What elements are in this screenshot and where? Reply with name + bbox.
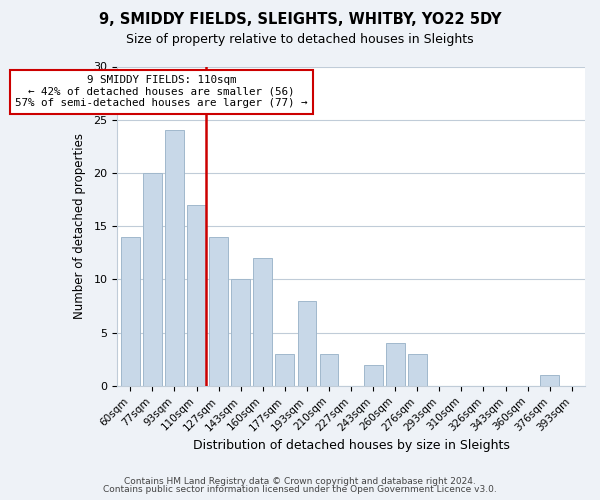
Bar <box>275 354 294 386</box>
Bar <box>143 173 162 386</box>
Text: 9 SMIDDY FIELDS: 110sqm
← 42% of detached houses are smaller (56)
57% of semi-de: 9 SMIDDY FIELDS: 110sqm ← 42% of detache… <box>15 75 308 108</box>
Bar <box>121 237 140 386</box>
Y-axis label: Number of detached properties: Number of detached properties <box>73 133 86 319</box>
Text: Contains HM Land Registry data © Crown copyright and database right 2024.: Contains HM Land Registry data © Crown c… <box>124 478 476 486</box>
Bar <box>386 344 404 386</box>
Bar <box>187 205 206 386</box>
Bar <box>408 354 427 386</box>
X-axis label: Distribution of detached houses by size in Sleights: Distribution of detached houses by size … <box>193 440 509 452</box>
Text: Size of property relative to detached houses in Sleights: Size of property relative to detached ho… <box>126 32 474 46</box>
Bar <box>320 354 338 386</box>
Text: 9, SMIDDY FIELDS, SLEIGHTS, WHITBY, YO22 5DY: 9, SMIDDY FIELDS, SLEIGHTS, WHITBY, YO22… <box>99 12 501 28</box>
Bar <box>209 237 228 386</box>
Bar <box>364 364 383 386</box>
Bar <box>253 258 272 386</box>
Bar <box>232 280 250 386</box>
Bar <box>165 130 184 386</box>
Bar <box>541 376 559 386</box>
Bar <box>298 301 316 386</box>
Text: Contains public sector information licensed under the Open Government Licence v3: Contains public sector information licen… <box>103 485 497 494</box>
